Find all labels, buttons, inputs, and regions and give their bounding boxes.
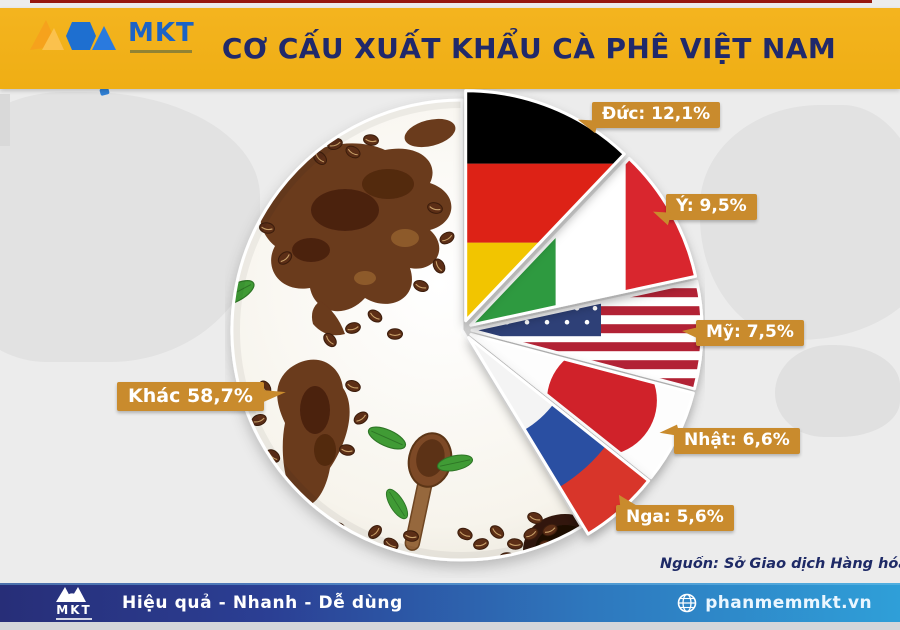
globe-icon: [677, 593, 697, 612]
label-khac: Khác 58,7%: [117, 382, 264, 411]
label-y: Ý: 9,5%: [666, 194, 757, 220]
below-footer-strip: [0, 622, 900, 630]
footer-mkt-logo-icon: [56, 587, 86, 602]
footer-mkt-logo-text: MKT: [56, 603, 92, 617]
label-my: Mỹ: 7,5%: [682, 320, 804, 346]
mkt-logo-icon: [30, 20, 116, 50]
background-map-blob: [0, 94, 10, 146]
label-nhat: Nhật: 6,6%: [674, 428, 800, 454]
footer-website-link[interactable]: phanmemmkt.vn: [677, 593, 872, 613]
footer-mkt-logo-tagline: [56, 618, 92, 620]
mkt-logo: MKT: [28, 12, 218, 60]
footer-website-text: phanmemmkt.vn: [705, 592, 872, 613]
background-map-blob: [775, 345, 900, 437]
label-nga: Nga: 5,6%: [616, 505, 734, 531]
footer-mkt-logo: MKT: [54, 585, 94, 620]
footer-bar: MKT Hiệu quả - Nhanh - Dễ dùng phanmemmk…: [0, 583, 900, 622]
footer-slogan: Hiệu quả - Nhanh - Dễ dùng: [122, 592, 403, 613]
background-map-blob: [0, 92, 260, 362]
background-map-blob: [700, 105, 900, 340]
label-duc: Đức: 12,1%: [592, 102, 721, 128]
mkt-logo-tagline: [130, 50, 192, 53]
top-accent-line: [30, 0, 872, 3]
mkt-logo-text: MKT: [128, 18, 195, 48]
pie-chart: [225, 88, 705, 578]
source-text: Nguồn: Sở Giao dịch Hàng hóa Việt Nam: [660, 556, 900, 572]
page-title: CƠ CẤU XUẤT KHẨU CÀ PHÊ VIỆT NAM: [221, 32, 837, 65]
title-banner: CƠ CẤU XUẤT KHẨU CÀ PHÊ VIỆT NAM: [0, 8, 900, 89]
coffee-scoop: [404, 432, 453, 551]
